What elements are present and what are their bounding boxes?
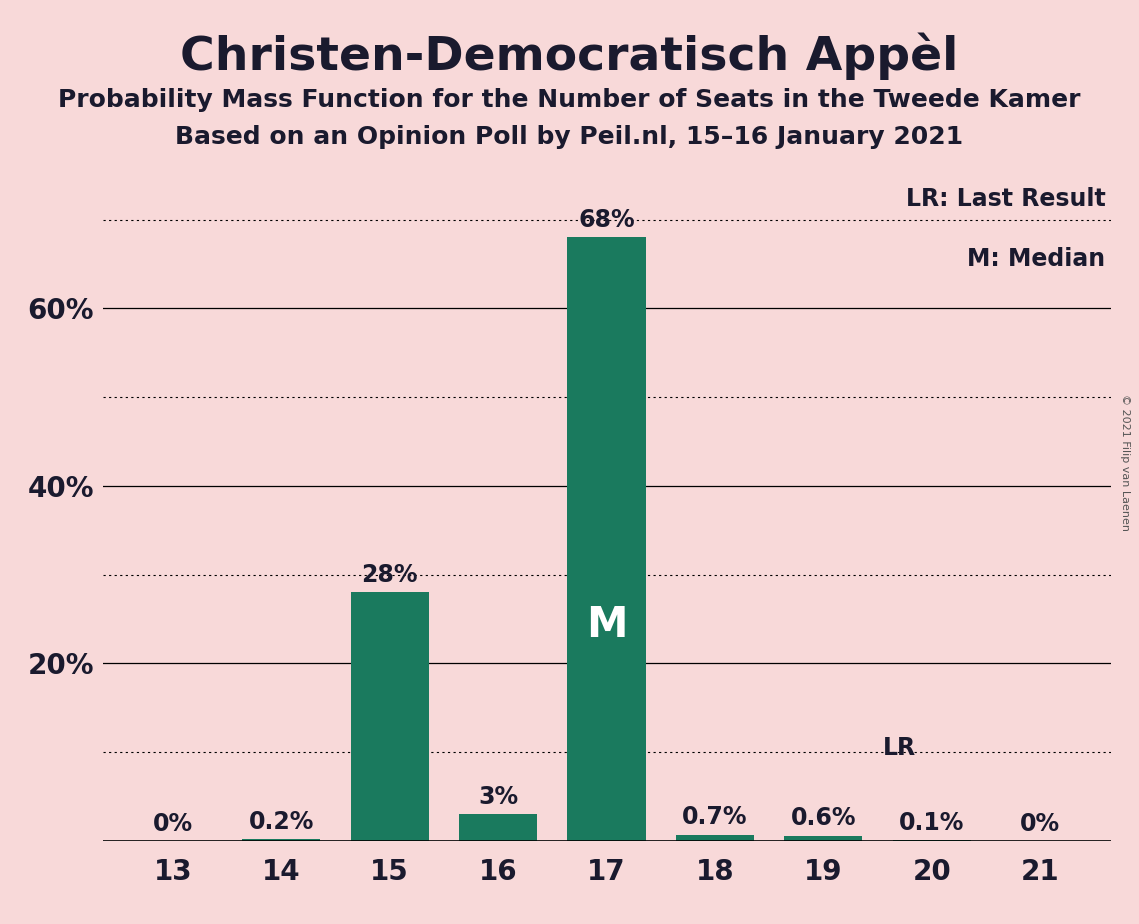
Text: M: Median: M: Median <box>967 248 1106 272</box>
Text: 0.2%: 0.2% <box>248 809 314 833</box>
Bar <box>785 835 862 841</box>
Text: Probability Mass Function for the Number of Seats in the Tweede Kamer: Probability Mass Function for the Number… <box>58 88 1081 112</box>
Text: © 2021 Filip van Laenen: © 2021 Filip van Laenen <box>1121 394 1130 530</box>
Text: 28%: 28% <box>361 563 418 587</box>
Text: 68%: 68% <box>579 208 634 232</box>
Text: M: M <box>585 604 628 646</box>
Bar <box>459 814 538 841</box>
Text: 0%: 0% <box>153 811 192 835</box>
Bar <box>243 839 320 841</box>
Text: 0.7%: 0.7% <box>682 806 747 830</box>
Text: 3%: 3% <box>478 784 518 808</box>
Text: 0.6%: 0.6% <box>790 806 857 830</box>
Text: Based on an Opinion Poll by Peil.nl, 15–16 January 2021: Based on an Opinion Poll by Peil.nl, 15–… <box>175 125 964 149</box>
Bar <box>675 834 754 841</box>
Bar <box>351 592 428 841</box>
Text: LR: LR <box>883 736 916 760</box>
Text: 0%: 0% <box>1021 811 1060 835</box>
Bar <box>567 237 646 841</box>
Text: 0.1%: 0.1% <box>899 810 965 834</box>
Text: Christen-Democratisch Appèl: Christen-Democratisch Appèl <box>180 32 959 79</box>
Text: LR: Last Result: LR: Last Result <box>906 187 1106 211</box>
